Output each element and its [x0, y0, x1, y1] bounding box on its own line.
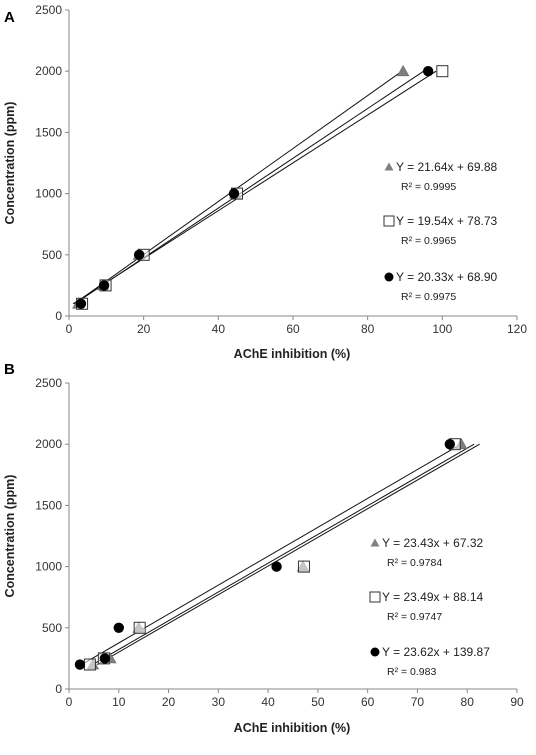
data-point-square	[297, 560, 310, 573]
r-squared-label: R² = 0.9975	[401, 291, 456, 303]
x-tick-label: 90	[510, 695, 524, 709]
data-point-circle	[228, 188, 240, 199]
equation-label: Y = 21.64x + 69.88	[396, 160, 498, 174]
r-squared-label: R² = 0.983	[387, 666, 436, 678]
trendline-triangle	[73, 70, 403, 305]
y-tick-label: 2000	[35, 437, 62, 451]
data-point-circle	[422, 66, 434, 77]
r-squared-label: R² = 0.9747	[387, 611, 442, 623]
x-tick-label: 80	[461, 695, 475, 709]
y-tick-label: 1000	[35, 560, 62, 574]
equation-label: Y = 23.62x + 139.87	[382, 645, 490, 659]
x-tick-label: 60	[286, 322, 300, 336]
y-tick-label: 500	[42, 248, 62, 262]
equation-label: Y = 19.54x + 78.73	[396, 214, 498, 228]
trendline-square	[92, 443, 475, 665]
x-tick-label: 100	[432, 322, 452, 336]
y-tick-label: 1500	[35, 498, 62, 512]
x-tick-label: 20	[137, 322, 151, 336]
x-tick-label: 60	[361, 695, 375, 709]
data-point-circle	[98, 280, 110, 291]
panel-letter: B	[4, 361, 15, 378]
r-squared-label: R² = 0.9784	[387, 557, 442, 569]
y-tick-label: 1500	[35, 125, 62, 139]
equation-label: Y = 20.33x + 68.90	[396, 270, 498, 284]
r-squared-label: R² = 0.9965	[401, 235, 456, 247]
x-tick-label: 10	[112, 695, 126, 709]
legend-marker-triangle	[370, 538, 380, 547]
x-tick-label: 40	[261, 695, 275, 709]
y-axis-title: Concentration (ppm)	[3, 475, 17, 598]
y-axis-title: Concentration (ppm)	[3, 102, 17, 225]
x-tick-label: 50	[311, 695, 325, 709]
x-tick-label: 0	[66, 322, 73, 336]
data-point-circle	[271, 561, 282, 572]
data-point-square	[436, 65, 449, 78]
x-tick-label: 0	[66, 695, 73, 709]
legend-marker-circle	[370, 647, 380, 657]
r-squared-label: R² = 0.9995	[401, 181, 456, 193]
legend-marker-triangle	[384, 162, 394, 171]
data-point-square	[133, 621, 146, 634]
x-tick-label: 70	[411, 695, 425, 709]
y-tick-label: 500	[42, 621, 62, 635]
data-point-circle	[75, 298, 87, 309]
data-point-triangle	[396, 64, 410, 77]
trendline-triangle	[96, 443, 480, 665]
x-tick-label: 30	[212, 695, 226, 709]
data-point-square	[83, 658, 96, 671]
chart-panel-b: B 0 500 1000 1500 2000 2500 0 10 20 30 40 50 60 70 80 90…	[3, 361, 524, 735]
data-point-circle	[133, 249, 145, 260]
data-point-circle	[99, 653, 111, 664]
x-tick-label: 80	[361, 322, 375, 336]
y-tick-label: 0	[55, 309, 62, 323]
data-point-circle	[113, 622, 124, 633]
equation-label: Y = 23.43x + 67.32	[382, 536, 484, 550]
equation-label: Y = 23.49x + 88.14	[382, 590, 484, 604]
y-tick-label: 0	[55, 682, 62, 696]
x-tick-label: 20	[162, 695, 176, 709]
y-tick-label: 2000	[35, 64, 62, 78]
data-point-circle	[74, 659, 86, 670]
legend-marker-square	[383, 215, 395, 227]
x-tick-label: 120	[507, 322, 527, 336]
panel-letter: A	[4, 9, 15, 26]
y-tick-label: 2500	[35, 376, 62, 390]
legend-marker-circle	[384, 272, 394, 282]
x-tick-label: 40	[212, 322, 226, 336]
trendline-circle	[74, 70, 424, 305]
x-axis-title: AChE inhibition (%)	[234, 347, 351, 361]
data-point-circle	[444, 439, 455, 450]
y-tick-label: 1000	[35, 187, 62, 201]
legend-marker-square	[369, 591, 381, 603]
x-axis-title: AChE inhibition (%)	[234, 721, 351, 735]
chart-panel-a: A 0 500 1000 1500 2000 2500 0 20 40 60 80 100 120 AChE…	[3, 3, 527, 361]
y-tick-label: 2500	[35, 3, 62, 17]
